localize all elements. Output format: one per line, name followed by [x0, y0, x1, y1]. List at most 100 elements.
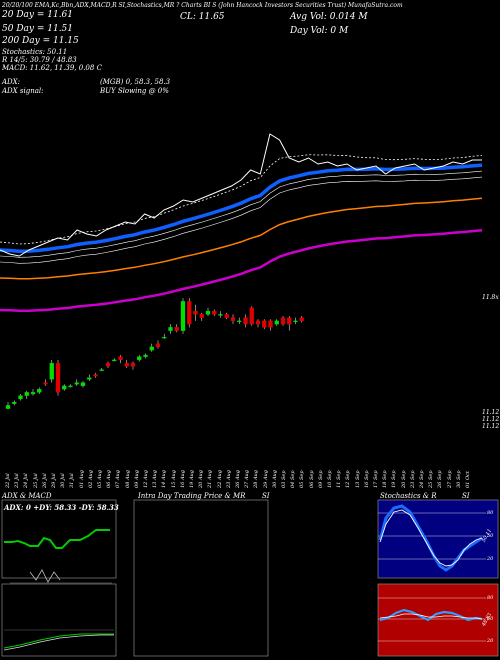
candle-body	[93, 374, 98, 377]
rsi-level-80: 80	[487, 595, 494, 601]
date-tick-label: 24 Sep	[419, 470, 425, 488]
date-tick-label: 09 Sep	[317, 470, 324, 488]
ema200-line	[0, 228, 483, 313]
adx-macd-title: ADX & MACD	[2, 492, 52, 500]
price-axis-top: 11.8x	[482, 294, 499, 301]
ema100-line	[0, 197, 483, 280]
buy-slowing-label: BUY Slowing @ 0%	[100, 87, 169, 95]
close-line	[0, 133, 482, 257]
date-tick-label: 24 Jul	[23, 473, 30, 488]
candle-body	[287, 317, 292, 325]
moving-average-lines	[0, 133, 483, 313]
date-tick-label: 05 Sep	[299, 470, 306, 488]
date-tick-label: 25 Sep	[428, 470, 435, 488]
si-mid-label: SI	[262, 492, 270, 500]
candle-body	[30, 392, 36, 395]
ema50-label: 50 Day = 11.51	[2, 24, 74, 34]
date-tick-label: 27 Sep	[446, 470, 453, 488]
adx-signal-label: ADX signal:	[2, 87, 44, 95]
candle-body	[224, 314, 229, 318]
date-tick-label: 16 Aug	[179, 470, 186, 488]
date-tick-label: 03 Sep	[281, 470, 287, 488]
day-volume-label: Day Vol: 0 M	[290, 26, 349, 36]
candle-body	[80, 382, 86, 387]
date-tick-label: 16 Sep	[363, 470, 370, 488]
candle-body	[137, 356, 142, 361]
candle-body	[237, 320, 242, 323]
date-tick-label: 22 Jul	[5, 473, 11, 488]
candle-body	[130, 362, 136, 367]
date-tick-label: 20 Aug	[198, 470, 205, 488]
macd-signal-line	[3, 634, 114, 651]
date-tick-label: 23 Aug	[225, 470, 232, 488]
date-tick-label: 07 Aug	[115, 470, 122, 488]
rsi-signal-line	[379, 613, 483, 620]
candle-body	[274, 320, 279, 325]
date-tick-label: 18 Sep	[382, 470, 389, 488]
intraday-title: Intra Day Trading Price & MR	[138, 492, 246, 500]
candle-body	[105, 362, 111, 367]
date-tick-label: 28 Aug	[253, 470, 260, 488]
date-tick-label: 13 Aug	[152, 470, 159, 488]
adx-plus-line	[4, 529, 110, 549]
date-tick-label: 04 Sep	[290, 470, 297, 488]
date-tick-label: 01 Aug	[78, 470, 85, 488]
candle-body	[112, 359, 117, 362]
date-tick-label: 10 Sep	[327, 470, 333, 488]
ema200-label: 200 Day = 11.15	[2, 36, 79, 46]
adx-minus-line	[29, 569, 61, 583]
date-tick-label: 27 Aug	[244, 470, 251, 488]
date-tick-label: 14 Aug	[161, 470, 168, 488]
macd-label: MACD: 11.62, 11.39, 0.08 C	[2, 64, 102, 72]
candle-body	[99, 369, 104, 371]
candle-body	[262, 320, 267, 328]
candle-body	[230, 317, 236, 322]
stoch-level-80: 80	[487, 510, 494, 516]
price-axis-low-3: 11.12	[482, 423, 500, 430]
candle-body	[87, 377, 92, 380]
rsi-level-20: 20	[487, 638, 494, 644]
stochastics-title: Stochastics & R	[380, 492, 437, 500]
stoch-level-50: 50	[487, 533, 494, 539]
date-tick-label: 26 Aug	[235, 470, 241, 488]
date-tick-label: 22 Aug	[216, 470, 223, 488]
candle-body	[268, 320, 273, 328]
avg-volume-label: Avg Vol: 0.014 M	[290, 12, 368, 22]
candle-body	[49, 362, 54, 380]
adx-readout: ADX: 0 +DY: 58.33 -DY: 58.33	[4, 503, 119, 512]
candle-body	[55, 362, 61, 393]
candle-body	[68, 385, 73, 388]
keltner-mid-line	[0, 170, 483, 258]
date-tick-label: 29 Jul	[51, 473, 57, 488]
rsi-line	[379, 608, 483, 622]
rsi-level-50: 50	[487, 616, 494, 622]
macd-line	[3, 633, 114, 649]
candle-body	[187, 301, 192, 325]
price-axis-low-2: 11.12	[482, 416, 500, 423]
date-tick-label: 31 Jul	[69, 473, 76, 488]
candle-body	[193, 310, 198, 315]
date-tick-label: 09 Aug	[133, 470, 140, 488]
candle-body	[149, 346, 154, 351]
date-tick-label: 30 Aug	[271, 470, 278, 488]
intraday-panel-frame	[133, 499, 269, 657]
date-tick-label: 29 Aug	[262, 470, 269, 488]
date-tick-label: 12 Sep	[345, 470, 352, 488]
adx-values: (MGB) 0, 58.3, 58.3	[100, 78, 171, 86]
date-tick-label: 19 Aug	[189, 470, 195, 488]
candle-body	[62, 385, 67, 390]
date-tick-label: 05 Aug	[97, 470, 103, 488]
bollinger-upper-line	[0, 154, 483, 245]
ema50-line	[0, 163, 483, 254]
date-tick-label: 26 Sep	[437, 470, 444, 488]
date-tick-label: 23 Sep	[409, 470, 416, 488]
date-tick-label: 06 Aug	[106, 470, 113, 488]
date-tick-label: 23 Jul	[14, 473, 21, 488]
adx-label: ADX:	[2, 78, 21, 86]
candle-body	[12, 401, 17, 404]
candle-body	[293, 320, 298, 323]
stoch-level-20: 20	[487, 556, 494, 562]
candle-body	[24, 392, 29, 396]
candle-body	[199, 314, 204, 318]
candle-body	[162, 336, 167, 339]
